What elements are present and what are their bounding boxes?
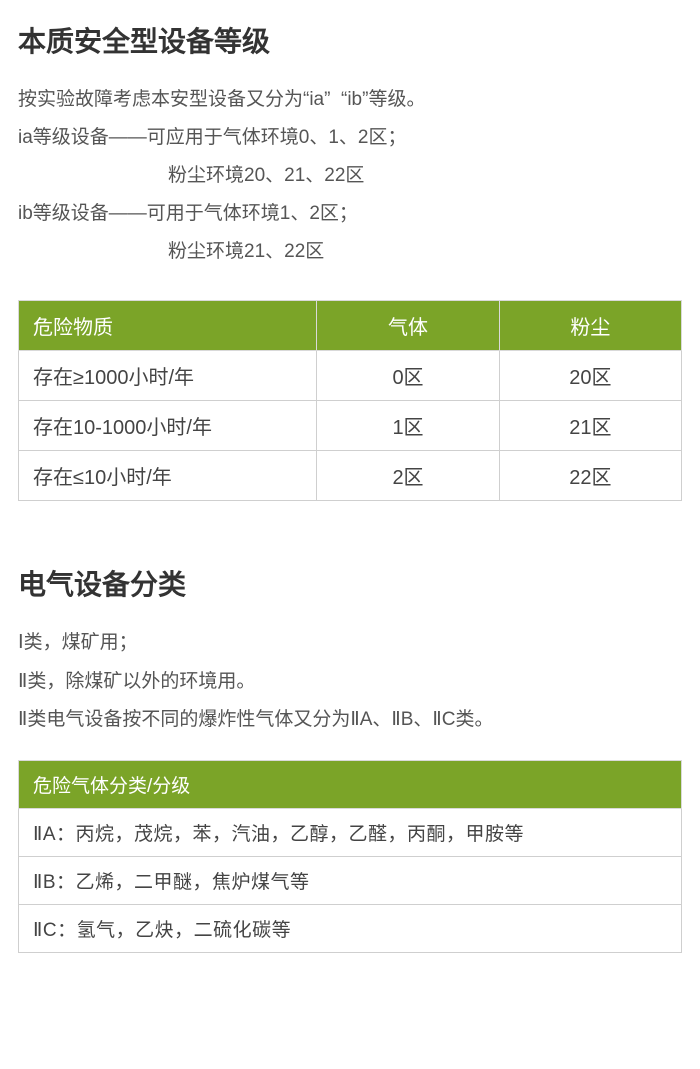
section1-line-1: ia等级设备——可应用于气体环境0、1、2区； — [18, 120, 682, 156]
section2-line-0: Ⅰ类，煤矿用； — [18, 625, 682, 661]
zone-cell: 22区 — [499, 451, 681, 501]
zone-cell: 存在≤10小时/年 — [19, 451, 317, 501]
table-row: ⅡC：氢气，乙炔，二硫化碳等 — [19, 904, 682, 952]
gas-th: 危险气体分类/分级 — [19, 760, 682, 808]
section2-title: 电气设备分类 — [18, 563, 682, 603]
zone-cell: 0区 — [317, 351, 499, 401]
zone-cell: 存在10-1000小时/年 — [19, 401, 317, 451]
zone-cell: 存在≥1000小时/年 — [19, 351, 317, 401]
zone-table: 危险物质 气体 粉尘 存在≥1000小时/年 0区 20区 存在10-1000小… — [18, 300, 682, 501]
zone-cell: 2区 — [317, 451, 499, 501]
table-header-row: 危险物质 气体 粉尘 — [19, 301, 682, 351]
table-header-row: 危险气体分类/分级 — [19, 760, 682, 808]
zone-cell: 20区 — [499, 351, 681, 401]
table-row: ⅡB：乙烯，二甲醚，焦炉煤气等 — [19, 856, 682, 904]
table-row: 存在≤10小时/年 2区 22区 — [19, 451, 682, 501]
section1-line-0: 按实验故障考虑本安型设备又分为“ia” “ib”等级。 — [18, 82, 682, 118]
zone-th-1: 气体 — [317, 301, 499, 351]
gas-table: 危险气体分类/分级 ⅡA：丙烷，茂烷，苯，汽油，乙醇，乙醛，丙酮，甲胺等 ⅡB：… — [18, 760, 682, 953]
section1-line-4: 粉尘环境21、22区 — [18, 234, 682, 270]
zone-cell: 1区 — [317, 401, 499, 451]
section2-line-2: Ⅱ类电气设备按不同的爆炸性气体又分为ⅡA、ⅡB、ⅡC类。 — [18, 702, 682, 738]
gas-cell: ⅡB：乙烯，二甲醚，焦炉煤气等 — [19, 856, 682, 904]
zone-th-0: 危险物质 — [19, 301, 317, 351]
table-row: ⅡA：丙烷，茂烷，苯，汽油，乙醇，乙醛，丙酮，甲胺等 — [19, 808, 682, 856]
table-row: 存在≥1000小时/年 0区 20区 — [19, 351, 682, 401]
table-row: 存在10-1000小时/年 1区 21区 — [19, 401, 682, 451]
gas-cell: ⅡC：氢气，乙炔，二硫化碳等 — [19, 904, 682, 952]
section1-title: 本质安全型设备等级 — [18, 20, 682, 60]
zone-cell: 21区 — [499, 401, 681, 451]
section2-line-1: Ⅱ类，除煤矿以外的环境用。 — [18, 664, 682, 700]
section1-line-3: ib等级设备——可用于气体环境1、2区； — [18, 196, 682, 232]
section1-line-2: 粉尘环境20、21、22区 — [18, 158, 682, 194]
gas-cell: ⅡA：丙烷，茂烷，苯，汽油，乙醇，乙醛，丙酮，甲胺等 — [19, 808, 682, 856]
zone-th-2: 粉尘 — [499, 301, 681, 351]
